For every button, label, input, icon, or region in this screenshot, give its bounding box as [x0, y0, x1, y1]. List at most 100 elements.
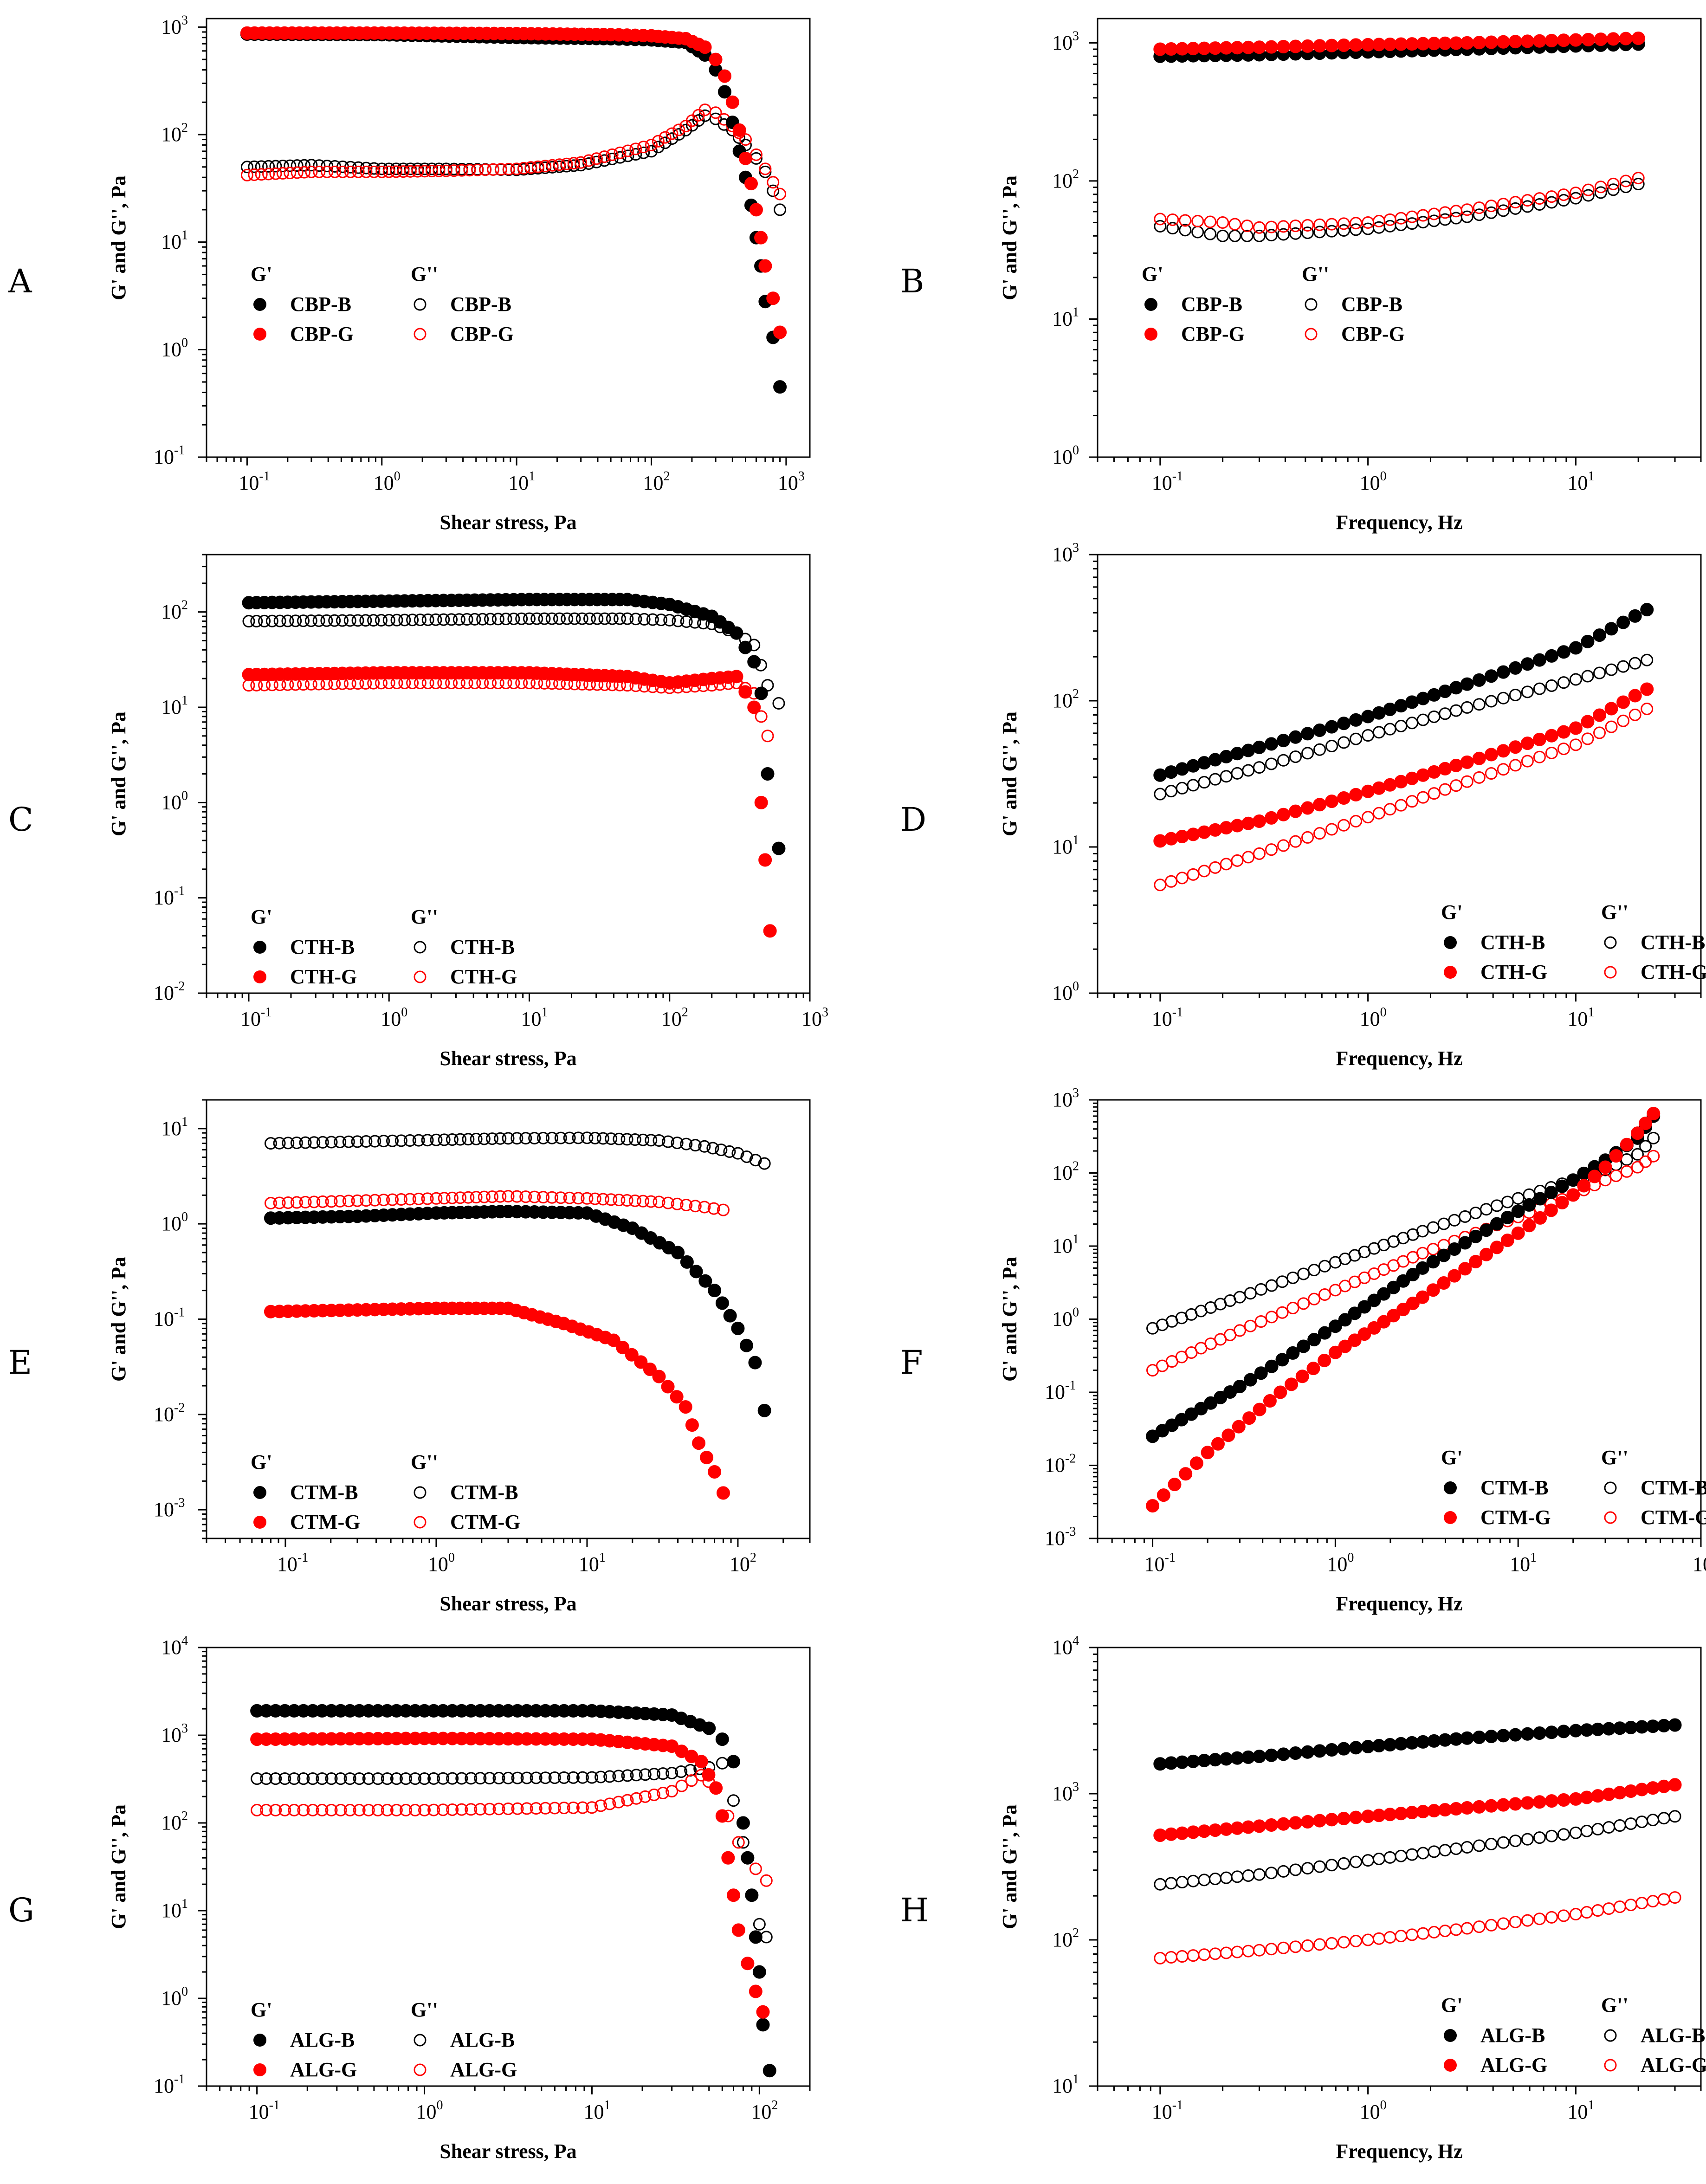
data-point: [753, 1918, 766, 1931]
data-point: [515, 612, 528, 625]
data-point: [1620, 1137, 1634, 1151]
x-tick-label: 10-1: [1152, 1005, 1183, 1030]
data-point: [548, 1771, 561, 1784]
data-point: [1582, 189, 1595, 202]
data-point: [1325, 1937, 1338, 1950]
data-point: [545, 1191, 558, 1204]
data-point: [255, 168, 268, 181]
data-point: [603, 1797, 616, 1810]
legend-marker: [414, 1486, 426, 1499]
legend-label: CTH-B: [290, 936, 355, 958]
data-point: [429, 613, 442, 626]
data-point: [1216, 229, 1229, 242]
data-point: [437, 1772, 450, 1785]
data-point: [1609, 1149, 1623, 1163]
data-point: [1253, 229, 1266, 242]
data-point: [588, 1192, 601, 1205]
data-point: [1484, 35, 1498, 49]
data-point: [1533, 1211, 1547, 1225]
data-point: [1472, 1800, 1486, 1814]
data-point: [1308, 1292, 1321, 1305]
data-point: [1460, 1922, 1473, 1935]
x-tick-label: 103: [801, 1005, 828, 1030]
data-point: [761, 767, 775, 781]
data-point: [1545, 196, 1558, 209]
data-point: [652, 1370, 666, 1383]
legend-header-loss: G'': [411, 1998, 438, 2021]
data-point: [757, 1403, 771, 1417]
data-point: [334, 1195, 347, 1208]
data-point: [1349, 38, 1363, 52]
data-point: [486, 1132, 499, 1145]
legend-label: ALG-G: [290, 2058, 357, 2081]
legend-label: CTM-G: [450, 1511, 521, 1533]
data-point: [759, 162, 772, 175]
data-point: [645, 138, 658, 151]
data-point: [297, 1772, 310, 1785]
data-point: [260, 1772, 273, 1785]
data-point: [1472, 673, 1486, 687]
series-ctm-b-loss: [264, 1131, 771, 1170]
data-point: [1581, 670, 1594, 683]
data-point: [1349, 713, 1363, 727]
legend-header-storage: G': [251, 263, 272, 285]
data-point: [1396, 1303, 1410, 1317]
data-point: [621, 612, 634, 625]
data-point: [698, 40, 712, 54]
data-point: [276, 160, 289, 173]
data-point: [752, 1965, 766, 1979]
data-point: [1328, 1345, 1342, 1359]
data-point: [1265, 1279, 1278, 1292]
data-point: [460, 613, 473, 626]
x-tick-label: 102: [751, 2098, 778, 2123]
y-tick-label: 10-3: [1045, 1525, 1076, 1550]
data-point: [306, 1803, 319, 1816]
data-point: [273, 1196, 286, 1209]
series-cth-g-storage: [242, 666, 777, 938]
data-point: [1577, 1179, 1591, 1193]
data-point: [1555, 1179, 1569, 1193]
legend-label: ALG-B: [450, 2029, 515, 2051]
data-point: [344, 165, 357, 178]
data-point: [1277, 1941, 1290, 1954]
data-point: [1168, 1478, 1182, 1492]
data-point: [530, 1802, 543, 1815]
data-point: [1639, 1117, 1653, 1131]
data-point: [639, 1790, 652, 1803]
series-ctm-g-loss: [264, 1190, 730, 1216]
panel-letter: G: [8, 1891, 34, 1929]
data-point: [709, 112, 722, 125]
data-point: [723, 1309, 737, 1323]
legend-marker: [253, 328, 266, 341]
data-point: [606, 153, 619, 166]
series-cbp-g-loss: [240, 103, 787, 200]
data-point: [581, 1192, 594, 1205]
y-tick-label: 101: [161, 693, 188, 718]
data-point: [531, 160, 544, 173]
legend-label: CBP-G: [1181, 323, 1245, 345]
data-point: [1289, 835, 1302, 848]
data-markers: [1153, 1718, 1682, 1964]
data-point: [1165, 875, 1178, 888]
x-axis-title: Frequency, Hz: [1336, 511, 1463, 534]
data-point: [1569, 721, 1583, 735]
data-point: [1264, 1818, 1278, 1832]
data-point: [360, 1194, 373, 1207]
data-point: [1532, 1795, 1546, 1809]
y-axis-title: G' and G'', Pa: [107, 175, 130, 300]
data-point: [1350, 1855, 1363, 1868]
data-point: [1297, 1339, 1311, 1353]
data-point: [1520, 737, 1534, 750]
data-point: [672, 123, 685, 136]
data-point: [438, 1192, 451, 1205]
data-point: [666, 127, 679, 140]
data-point: [1349, 788, 1363, 801]
data-point: [637, 1195, 650, 1208]
data-point: [1469, 1229, 1483, 1243]
data-point: [715, 1296, 729, 1310]
data-point: [343, 614, 356, 627]
legend-marker: [253, 941, 266, 954]
data-point: [1460, 203, 1473, 216]
data-point: [1338, 217, 1351, 230]
